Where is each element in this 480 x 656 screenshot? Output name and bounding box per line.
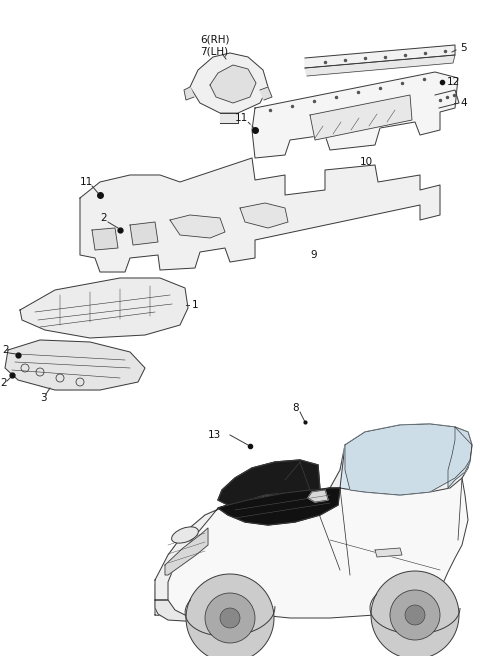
Text: 13: 13 xyxy=(208,430,221,440)
Polygon shape xyxy=(310,424,472,495)
Polygon shape xyxy=(252,72,458,158)
Text: 5: 5 xyxy=(460,43,467,53)
Circle shape xyxy=(390,590,440,640)
Polygon shape xyxy=(435,90,459,108)
Text: 8: 8 xyxy=(292,403,299,413)
Circle shape xyxy=(205,593,255,643)
Polygon shape xyxy=(448,427,472,488)
Polygon shape xyxy=(190,53,268,113)
Polygon shape xyxy=(80,158,440,272)
Polygon shape xyxy=(20,278,188,338)
Polygon shape xyxy=(310,95,412,140)
Polygon shape xyxy=(5,340,145,390)
Polygon shape xyxy=(305,55,455,76)
Circle shape xyxy=(186,574,274,656)
Polygon shape xyxy=(92,228,118,250)
Polygon shape xyxy=(218,488,340,525)
Polygon shape xyxy=(340,424,430,495)
Text: 3: 3 xyxy=(40,393,47,403)
Text: 1: 1 xyxy=(192,300,199,310)
Polygon shape xyxy=(155,600,230,622)
Text: 11: 11 xyxy=(235,113,248,123)
Text: 4: 4 xyxy=(460,98,467,108)
Polygon shape xyxy=(170,215,225,238)
Polygon shape xyxy=(155,505,228,600)
Circle shape xyxy=(220,608,240,628)
Ellipse shape xyxy=(172,527,198,543)
Polygon shape xyxy=(155,424,472,618)
Text: 2: 2 xyxy=(2,345,9,355)
Text: 7(LH): 7(LH) xyxy=(200,47,228,57)
Circle shape xyxy=(405,605,425,625)
Text: 9: 9 xyxy=(310,250,317,260)
Polygon shape xyxy=(184,87,194,100)
Polygon shape xyxy=(260,87,272,100)
Polygon shape xyxy=(308,490,328,502)
Polygon shape xyxy=(240,203,288,228)
Text: 2: 2 xyxy=(100,213,107,223)
Text: 6(RH): 6(RH) xyxy=(200,35,229,45)
Polygon shape xyxy=(130,222,158,245)
Polygon shape xyxy=(220,113,238,123)
Text: 12: 12 xyxy=(447,77,460,87)
Polygon shape xyxy=(165,528,208,575)
Circle shape xyxy=(371,571,459,656)
Polygon shape xyxy=(218,460,320,505)
Text: 11: 11 xyxy=(80,177,93,187)
Polygon shape xyxy=(210,65,256,103)
Text: 10: 10 xyxy=(360,157,373,167)
Text: 2: 2 xyxy=(0,378,7,388)
Polygon shape xyxy=(345,424,472,495)
Polygon shape xyxy=(375,548,402,557)
Polygon shape xyxy=(305,45,455,68)
